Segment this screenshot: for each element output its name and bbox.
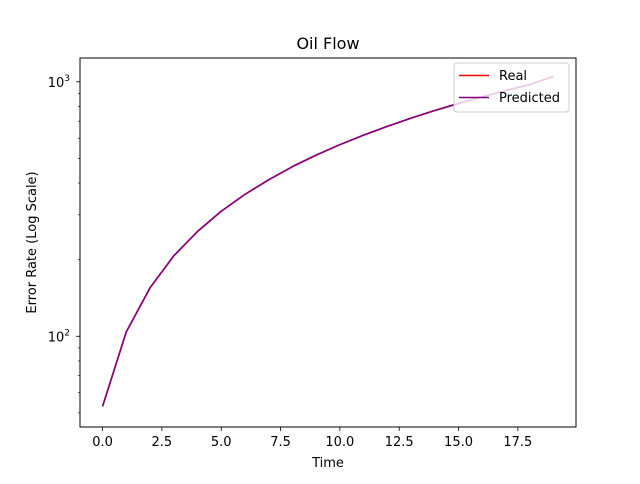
- x-axis-label: Time: [311, 456, 344, 471]
- x-tick-label: 12.5: [385, 435, 414, 450]
- x-tick-label: 10.0: [325, 435, 354, 450]
- x-tick-label: 2.5: [152, 435, 173, 450]
- y-axis-label: Error Rate (Log Scale): [25, 171, 40, 313]
- chart-title: Oil Flow: [296, 34, 359, 53]
- x-tick-label: 5.0: [211, 435, 232, 450]
- y-tick-label: 102: [48, 328, 70, 345]
- x-tick-label: 15.0: [444, 435, 473, 450]
- axes-frame: [79, 57, 577, 428]
- legend: Real Predicted: [453, 62, 570, 113]
- legend-label-predicted: Predicted: [499, 91, 560, 106]
- plot-area: [80, 58, 576, 427]
- x-tick-label: 0.0: [92, 435, 113, 450]
- x-tick-label: 7.5: [270, 435, 291, 450]
- x-axis-ticks: 0.0 2.5 5.0 7.5 10.0 12.5 15.0 17.5: [92, 427, 532, 450]
- x-tick-label: 17.5: [503, 435, 532, 450]
- y-axis-ticks: 102 103: [48, 74, 80, 414]
- y-tick-label: 103: [48, 74, 70, 91]
- legend-label-real: Real: [499, 69, 527, 84]
